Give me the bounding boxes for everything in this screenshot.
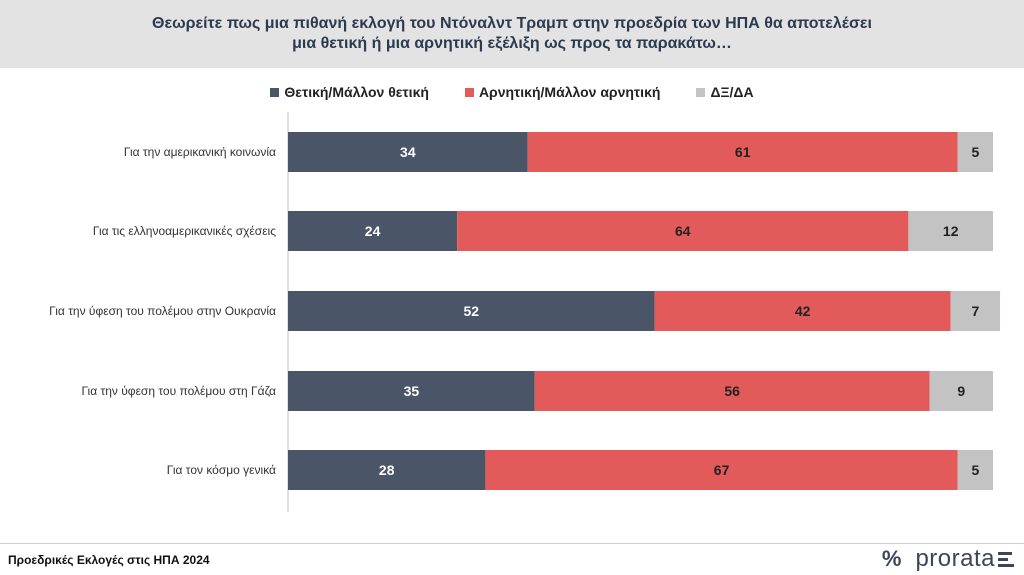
category-label: Για την ύφεση του πολέμου στην Ουκρανία [49, 304, 276, 318]
footer-caption: Προεδρικές Εκλογές στις ΗΠΑ 2024 [8, 553, 210, 567]
bar-segment [534, 371, 930, 411]
title-banner: Θεωρείτε πως μια πιθανή εκλογή του Ντόνα… [0, 0, 1024, 68]
data-label: 9 [957, 383, 965, 399]
bar-segment [908, 211, 993, 251]
legend: Θετική/Μάλλον θετική Αρνητική/Μάλλον αρν… [0, 84, 1024, 100]
category-label: Για τον κόσμο γενικά [167, 463, 276, 477]
bar-segment [485, 450, 958, 490]
bar-segment [527, 132, 958, 172]
bar-segment [929, 371, 993, 411]
category-label: Για τις ελληνοαμερικανικές σχέσεις [93, 224, 276, 238]
legend-label-positive: Θετική/Μάλλον θετική [284, 84, 429, 100]
legend-item-negative: Αρνητική/Μάλλον αρνητική [464, 84, 661, 100]
bar-segment [288, 291, 655, 331]
category-label: Για την αμερικανική κοινωνία [124, 145, 276, 159]
footer-divider [0, 543, 1024, 544]
bar-segment [288, 132, 528, 172]
bar-segment [457, 211, 909, 251]
data-label: 5 [971, 462, 979, 478]
data-label: 61 [735, 144, 751, 160]
prorata-logo: % prorata [882, 544, 1014, 574]
data-label: 12 [943, 223, 959, 239]
data-label: 67 [714, 462, 730, 478]
data-label: 42 [795, 303, 811, 319]
bar-segment [288, 211, 458, 251]
data-label: 7 [971, 303, 979, 319]
legend-item-dk: ΔΞ/ΔΑ [696, 84, 754, 100]
logo-bars-icon [998, 551, 1014, 567]
bar-segment [950, 291, 1001, 331]
bar-segment [288, 450, 486, 490]
category-label: Για την ύφεση του πολέμου στη Γάζα [81, 384, 276, 398]
logo-wordmark: prorata [915, 545, 995, 572]
chart-title: Θεωρείτε πως μια πιθανή εκλογή του Ντόνα… [152, 15, 872, 52]
bar-segment [654, 291, 951, 331]
data-label: 64 [675, 223, 691, 239]
percent-icon: % [881, 546, 902, 571]
bar-segment [957, 450, 993, 490]
legend-label-negative: Αρνητική/Μάλλον αρνητική [478, 84, 661, 100]
legend-swatch-negative [464, 87, 474, 97]
bar-segment [288, 371, 535, 411]
legend-swatch-positive [270, 87, 280, 97]
data-label: 35 [404, 383, 420, 399]
data-label: 34 [400, 144, 416, 160]
legend-swatch-dk [696, 87, 706, 97]
data-label: 28 [379, 462, 395, 478]
legend-label-dk: ΔΞ/ΔΑ [710, 84, 754, 100]
data-label: 24 [365, 223, 381, 239]
data-label: 56 [724, 383, 740, 399]
data-label: 5 [971, 144, 979, 160]
legend-item-positive: Θετική/Μάλλον θετική [270, 84, 429, 100]
bar-segment [957, 132, 993, 172]
data-label: 52 [464, 303, 480, 319]
